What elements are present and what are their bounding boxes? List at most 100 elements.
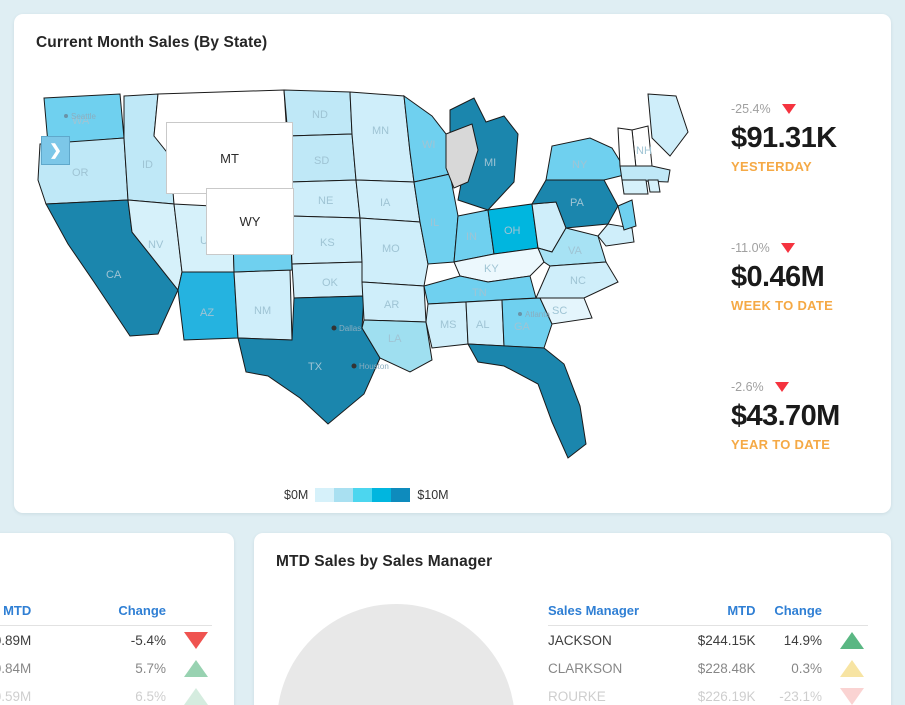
manager-panel-title: MTD Sales by Sales Manager (276, 553, 493, 570)
manager-table: Sales Manager MTD Change JACKSON $244.15K… (548, 603, 868, 705)
trend-down-icon (840, 688, 864, 705)
map-label-TX: TX (308, 361, 323, 373)
map-label-IL: IL (430, 217, 439, 229)
map-callout-wy: WY (206, 188, 294, 255)
state-RI[interactable] (647, 179, 661, 193)
map-label-KY: KY (484, 263, 499, 275)
map-label-OH: OH (504, 225, 521, 237)
state-ME[interactable] (647, 93, 689, 157)
column-header-mtd[interactable]: MTD (0, 603, 32, 626)
trend-flat-icon (840, 660, 864, 677)
map-label-IN: IN (466, 231, 477, 243)
table-row[interactable]: CLARKSON $228.48K 0.3% (548, 654, 868, 682)
cell-manager-name: CLARKSON (548, 661, 623, 676)
trend-down-icon (781, 104, 796, 114)
trend-down-icon (780, 243, 795, 253)
donut-svg[interactable] (274, 595, 519, 705)
cell-manager-name: ROURKE (548, 689, 606, 704)
city-dot-houston (351, 363, 357, 369)
legend-max-label: $10M (417, 488, 449, 502)
state-SC[interactable] (539, 297, 593, 325)
map-label-OK: OK (322, 277, 339, 289)
cell-change: 14.9% (783, 633, 822, 648)
state-TX[interactable] (237, 295, 381, 425)
legend-swatch-1 (334, 488, 354, 502)
legend-swatch-3 (372, 488, 392, 502)
left-table-wrap: MTD Change $0.89M -5.4% $0.84M 5.7% $0.59M 6.… (0, 603, 212, 705)
slice-grey[interactable] (276, 602, 516, 705)
map-label-IA: IA (380, 197, 391, 209)
cell-manager-name: JACKSON (548, 633, 612, 648)
state-AZ[interactable] (177, 271, 239, 341)
cell-mtd: $244.15K (697, 633, 756, 648)
legend-swatch-0 (315, 488, 335, 502)
map-next-arrow-icon[interactable]: ❯ (41, 136, 70, 165)
left-summary-panel: MTD Change $0.89M -5.4% $0.84M 5.7% $0.59M 6.… (0, 533, 234, 705)
map-label-MO: MO (382, 243, 400, 255)
state-VA[interactable] (537, 227, 607, 267)
us-choropleth-map[interactable]: .st { stroke:#1a1a1a; stroke-width:1; } … (32, 76, 712, 476)
left-summary-table: MTD Change $0.89M -5.4% $0.84M 5.7% $0.59M 6.… (0, 603, 212, 705)
legend-swatch-2 (353, 488, 373, 502)
legend-swatch-4 (391, 488, 411, 502)
state-CT[interactable] (621, 179, 649, 195)
kpi-week-to-date: -11.0% $0.46M WEEK TO DATE (731, 239, 896, 313)
state-NJ[interactable] (617, 199, 637, 231)
trend-down-icon (184, 632, 208, 649)
column-header-sales-manager[interactable]: Sales Manager (548, 603, 675, 626)
table-row[interactable]: JACKSON $244.15K 14.9% (548, 626, 868, 655)
manager-table-wrap: Sales Manager MTD Change JACKSON $244.15K… (548, 603, 868, 705)
column-header-trend (166, 603, 212, 626)
table-row[interactable]: $0.59M 6.5% (0, 682, 212, 705)
column-header-mtd[interactable]: MTD (674, 603, 756, 626)
map-label-MS: MS (440, 319, 457, 331)
manager-panel: MTD Sales by Sales Manager Sales Manager… (254, 533, 891, 705)
city-label-atlanta: Atlanta (525, 310, 550, 319)
state-GA[interactable] (501, 297, 553, 349)
column-header-change[interactable]: Change (755, 603, 822, 626)
table-row[interactable]: $0.89M -5.4% (0, 626, 212, 655)
table-row[interactable]: $0.84M 5.7% (0, 654, 212, 682)
map-legend: $0M $10M (284, 488, 449, 502)
map-label-AL: AL (476, 319, 489, 331)
kpi-delta-row: -25.4% (731, 100, 896, 118)
state-NY[interactable] (545, 137, 629, 181)
map-label-ND: ND (312, 109, 328, 121)
cell-mtd: $0.89M (0, 633, 32, 648)
city-dot-atlanta (518, 312, 522, 316)
cell-mtd: $0.59M (0, 689, 32, 704)
column-header-change[interactable]: Change (31, 603, 166, 626)
trend-up-icon (184, 688, 208, 705)
city-label-dallas: Dallas (339, 324, 361, 333)
kpi-label: YESTERDAY (731, 159, 812, 174)
cell-mtd: $0.84M (0, 661, 32, 676)
map-label-MI: MI (484, 157, 496, 169)
trend-up-icon (840, 632, 864, 649)
state-great-lake (445, 123, 479, 189)
map-label-NH: NH (636, 145, 652, 157)
state-MA[interactable] (619, 165, 671, 183)
map-label-GA: GA (514, 321, 531, 333)
us-map-svg[interactable]: .st { stroke:#1a1a1a; stroke-width:1; } … (32, 76, 712, 476)
city-label-houston: Houston (359, 362, 389, 371)
table-row[interactable]: ROURKE $226.19K -23.1% (548, 682, 868, 705)
kpi-value: $43.70M (731, 400, 840, 432)
map-label-NY: NY (572, 159, 588, 171)
kpi-delta-row: -2.6% (731, 378, 896, 396)
city-dot-dallas (331, 325, 337, 331)
map-label-SC: SC (552, 305, 567, 317)
map-label-VA: VA (568, 245, 583, 257)
kpi-value: $91.31K (731, 122, 837, 154)
cell-change: 6.5% (135, 689, 166, 704)
cell-change: 5.7% (135, 661, 166, 676)
column-header-trend (822, 603, 868, 626)
kpi-year-to-date: -2.6% $43.70M YEAR TO DATE (731, 378, 896, 452)
mtd-donut-chart[interactable] (274, 595, 519, 705)
map-label-NV: NV (148, 239, 164, 251)
state-FL[interactable] (467, 343, 587, 459)
state-MN[interactable] (349, 91, 415, 183)
map-label-SD: SD (314, 155, 329, 167)
map-label-AZ: AZ (200, 307, 214, 319)
map-label-NE: NE (318, 195, 333, 207)
